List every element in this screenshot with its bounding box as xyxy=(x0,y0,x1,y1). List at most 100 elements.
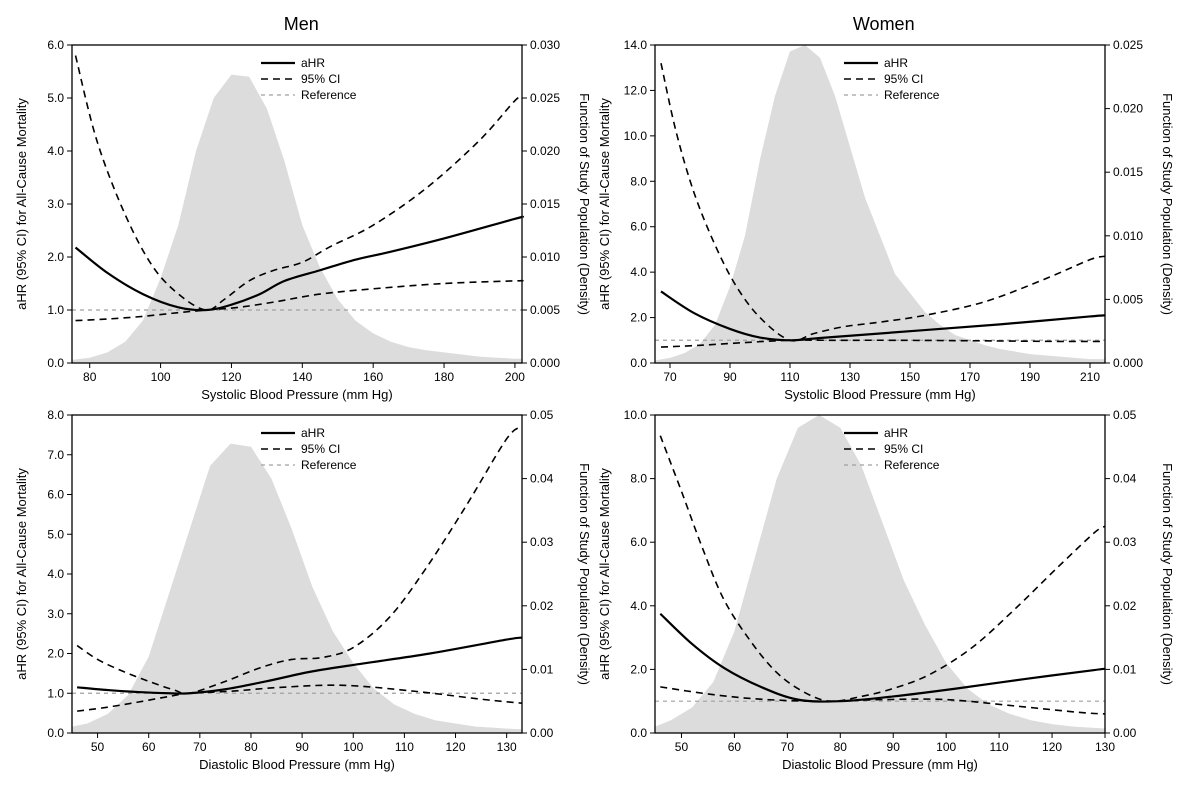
legend-label: Reference xyxy=(301,88,357,102)
y-right-tick-label: 0.01 xyxy=(530,662,554,676)
y-right-tick-label: 0.02 xyxy=(530,599,554,613)
legend-label: aHR xyxy=(884,56,908,70)
legend-label: aHR xyxy=(301,426,325,440)
legend-label: Reference xyxy=(884,458,940,472)
y-right-tick-label: 0.015 xyxy=(1113,165,1143,179)
x-tick-label: 110 xyxy=(989,740,1008,754)
x-tick-label: 130 xyxy=(839,370,859,384)
y-left-tick-label: 3.0 xyxy=(47,197,64,211)
panel-women-sbp: 70901101301501701902100.02.04.06.08.010.… xyxy=(593,37,1175,407)
density-area xyxy=(655,45,1105,363)
x-tick-label: 80 xyxy=(244,740,258,754)
x-tick-label: 50 xyxy=(91,740,105,754)
y-right-tick-label: 0.04 xyxy=(530,472,554,486)
y-left-tick-label: 0.0 xyxy=(630,356,647,370)
x-tick-label: 120 xyxy=(446,740,466,754)
y-right-tick-label: 0.04 xyxy=(1113,472,1137,486)
y-left-tick-label: 14.0 xyxy=(623,38,647,52)
column-title-women: Women xyxy=(593,10,1176,37)
x-tick-label: 180 xyxy=(434,370,454,384)
density-area xyxy=(655,415,1105,733)
y-right-tick-label: 0.010 xyxy=(1113,229,1143,243)
y-right-tick-label: 0.030 xyxy=(530,38,560,52)
x-tick-label: 100 xyxy=(936,740,956,754)
y-left-tick-label: 4.0 xyxy=(630,599,647,613)
y-right-tick-label: 0.03 xyxy=(530,535,554,549)
y-left-tick-label: 4.0 xyxy=(47,567,64,581)
column-title-men: Men xyxy=(10,10,593,37)
y-right-tick-label: 0.005 xyxy=(1113,292,1143,306)
y-left-tick-label: 12.0 xyxy=(623,83,647,97)
legend-label: aHR xyxy=(884,426,908,440)
x-axis-label: Diastolic Blood Pressure (mm Hg) xyxy=(199,757,395,772)
y-left-axis-label: aHR (95% CI) for All-Cause Mortality xyxy=(14,468,29,680)
x-tick-label: 120 xyxy=(221,370,241,384)
y-right-tick-label: 0.000 xyxy=(1113,356,1143,370)
x-axis-label: Systolic Blood Pressure (mm Hg) xyxy=(784,387,975,402)
legend-label: aHR xyxy=(301,56,325,70)
x-tick-label: 210 xyxy=(1079,370,1099,384)
y-left-tick-label: 6.0 xyxy=(630,535,647,549)
y-left-tick-label: 0.0 xyxy=(630,726,647,740)
x-tick-label: 60 xyxy=(727,740,741,754)
y-left-tick-label: 6.0 xyxy=(47,488,64,502)
y-left-axis-label: aHR (95% CI) for All-Cause Mortality xyxy=(597,98,612,310)
y-right-tick-label: 0.01 xyxy=(1113,662,1137,676)
legend-label: 95% CI xyxy=(301,72,340,86)
y-right-tick-label: 0.025 xyxy=(1113,38,1143,52)
x-tick-label: 150 xyxy=(899,370,919,384)
legend-label: Reference xyxy=(884,88,940,102)
x-tick-label: 100 xyxy=(151,370,171,384)
y-left-tick-label: 1.0 xyxy=(47,303,64,317)
y-right-tick-label: 0.00 xyxy=(1113,726,1137,740)
y-left-tick-label: 8.0 xyxy=(630,174,647,188)
x-axis-label: Systolic Blood Pressure (mm Hg) xyxy=(201,387,392,402)
y-right-axis-label: Function of Study Population (Density) xyxy=(577,93,592,315)
y-left-tick-label: 1.0 xyxy=(47,686,64,700)
y-right-tick-label: 0.02 xyxy=(1113,599,1137,613)
y-left-tick-label: 2.0 xyxy=(630,311,647,325)
y-left-tick-label: 7.0 xyxy=(47,448,64,462)
y-left-tick-label: 0.0 xyxy=(47,356,64,370)
y-left-tick-label: 4.0 xyxy=(47,144,64,158)
x-tick-label: 170 xyxy=(959,370,979,384)
y-left-tick-label: 2.0 xyxy=(47,250,64,264)
y-right-tick-label: 0.00 xyxy=(530,726,554,740)
y-left-tick-label: 3.0 xyxy=(47,607,64,621)
x-tick-label: 140 xyxy=(292,370,312,384)
x-tick-label: 90 xyxy=(723,370,737,384)
y-right-tick-label: 0.03 xyxy=(1113,535,1137,549)
y-left-tick-label: 2.0 xyxy=(630,662,647,676)
y-right-tick-label: 0.015 xyxy=(530,197,560,211)
y-right-tick-label: 0.020 xyxy=(1113,102,1143,116)
y-left-tick-label: 2.0 xyxy=(47,647,64,661)
y-right-axis-label: Function of Study Population (Density) xyxy=(577,463,592,685)
y-right-tick-label: 0.005 xyxy=(530,303,560,317)
y-left-tick-label: 5.0 xyxy=(47,527,64,541)
y-left-tick-label: 0.0 xyxy=(47,726,64,740)
legend-label: Reference xyxy=(301,458,357,472)
x-tick-label: 110 xyxy=(780,370,799,384)
x-tick-label: 120 xyxy=(1042,740,1062,754)
y-left-tick-label: 4.0 xyxy=(630,265,647,279)
legend-label: 95% CI xyxy=(884,442,923,456)
panel-men-dbp: 50607080901001101201300.01.02.03.04.05.0… xyxy=(10,407,592,777)
x-tick-label: 130 xyxy=(497,740,517,754)
legend-label: 95% CI xyxy=(884,72,923,86)
x-tick-label: 100 xyxy=(343,740,363,754)
panel-men-sbp: 801001201401601802000.01.02.03.04.05.06.… xyxy=(10,37,592,407)
y-left-tick-label: 6.0 xyxy=(630,220,647,234)
y-left-axis-label: aHR (95% CI) for All-Cause Mortality xyxy=(597,468,612,680)
y-right-tick-label: 0.000 xyxy=(530,356,560,370)
x-tick-label: 60 xyxy=(142,740,156,754)
density-area xyxy=(72,75,522,363)
x-tick-label: 190 xyxy=(1019,370,1039,384)
x-tick-label: 70 xyxy=(193,740,207,754)
x-tick-label: 90 xyxy=(886,740,900,754)
density-area xyxy=(72,444,522,733)
y-right-tick-label: 0.05 xyxy=(1113,408,1137,422)
y-right-tick-label: 0.010 xyxy=(530,250,560,264)
y-left-tick-label: 10.0 xyxy=(623,129,647,143)
figure-grid: Men Women 801001201401601802000.01.02.03… xyxy=(10,10,1175,777)
y-left-axis-label: aHR (95% CI) for All-Cause Mortality xyxy=(14,98,29,310)
